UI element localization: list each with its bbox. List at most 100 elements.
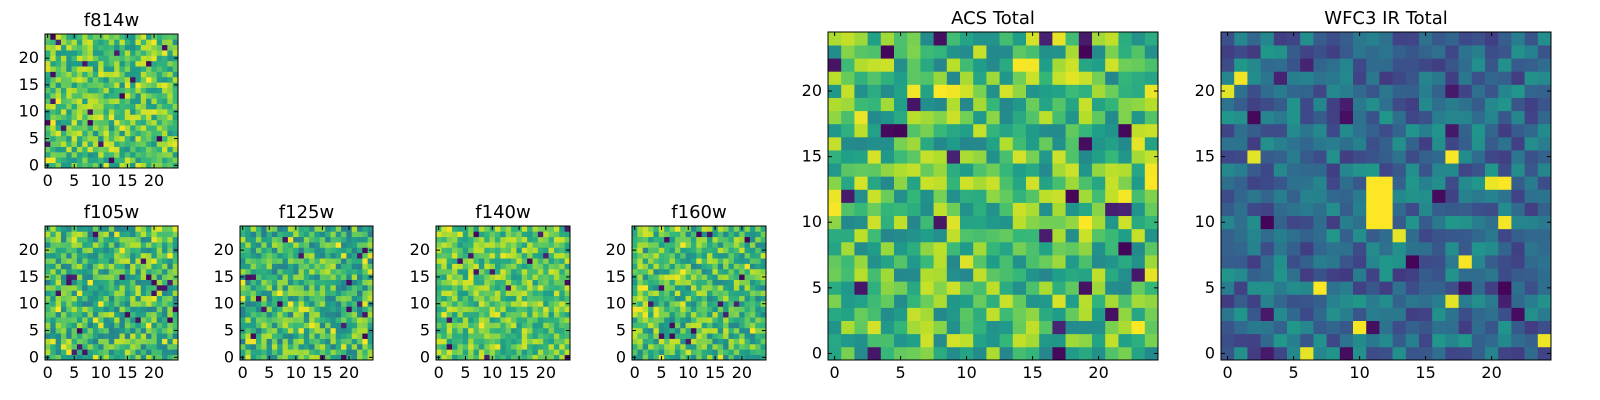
heatmap-cell bbox=[674, 268, 681, 275]
heatmap-cell bbox=[1419, 123, 1433, 138]
heatmap-cell bbox=[696, 295, 703, 302]
heatmap-cell bbox=[162, 311, 168, 318]
heatmap-cell bbox=[60, 279, 67, 286]
heatmap-cell bbox=[76, 162, 83, 169]
heatmap-cell bbox=[701, 274, 708, 280]
heatmap-cell bbox=[271, 295, 278, 302]
heatmap-cell bbox=[867, 71, 882, 85]
heatmap-cell bbox=[250, 274, 257, 280]
heatmap-cell bbox=[701, 268, 708, 275]
x-tick-label: 15 bbox=[1415, 363, 1435, 382]
heatmap-cell bbox=[489, 311, 496, 318]
heatmap-cell bbox=[151, 322, 158, 329]
heatmap-cell bbox=[50, 98, 56, 105]
heatmap-cell bbox=[553, 311, 560, 318]
y-tick-label: 5 bbox=[224, 321, 234, 340]
heatmap-cell bbox=[537, 226, 544, 232]
heatmap-cell bbox=[103, 114, 110, 121]
heatmap-cell bbox=[167, 66, 174, 72]
heatmap-cell bbox=[167, 258, 174, 264]
heatmap-cell bbox=[119, 130, 126, 137]
heatmap-cell bbox=[1471, 150, 1486, 164]
heatmap-cell bbox=[717, 290, 724, 297]
heatmap-cell bbox=[1131, 202, 1146, 217]
heatmap-cell bbox=[66, 290, 72, 297]
heatmap-cell bbox=[298, 301, 305, 307]
heatmap-cell bbox=[1234, 228, 1248, 243]
heatmap-cell bbox=[140, 236, 147, 243]
heatmap-cell bbox=[867, 281, 882, 295]
heatmap-cell bbox=[130, 295, 136, 302]
heatmap-cell bbox=[733, 226, 740, 232]
heatmap-cell bbox=[1524, 215, 1539, 230]
heatmap-cell bbox=[156, 274, 163, 280]
axes-frame bbox=[44, 33, 179, 169]
heatmap-cell bbox=[986, 294, 1000, 308]
heatmap-cell bbox=[1078, 136, 1093, 151]
heatmap-cell bbox=[130, 301, 136, 307]
heatmap-cell bbox=[103, 236, 110, 243]
heatmap-cell bbox=[1511, 176, 1525, 190]
heatmap-cell bbox=[60, 146, 67, 153]
heatmap-cell bbox=[45, 252, 51, 259]
heatmap-cell bbox=[1105, 215, 1119, 230]
heatmap-cell bbox=[1247, 294, 1261, 308]
heatmap-cell bbox=[362, 263, 369, 270]
heatmap-cell bbox=[986, 255, 1000, 269]
heatmap-cell bbox=[325, 327, 331, 334]
heatmap-cell bbox=[489, 349, 496, 355]
heatmap-cell bbox=[653, 290, 660, 297]
heatmap-cell bbox=[744, 354, 751, 361]
heatmap-cell bbox=[658, 284, 665, 291]
heatmap-cell bbox=[114, 242, 120, 248]
heatmap-cell bbox=[108, 119, 115, 126]
heatmap-cell bbox=[55, 274, 62, 280]
heatmap-cell bbox=[1287, 150, 1301, 164]
heatmap-cell bbox=[1405, 189, 1420, 203]
heatmap-cell bbox=[151, 290, 158, 297]
heatmap-cell bbox=[707, 236, 713, 243]
heatmap-cell bbox=[1445, 110, 1459, 125]
heatmap-cell bbox=[494, 236, 501, 243]
heatmap-cell bbox=[293, 231, 299, 238]
heatmap-cell bbox=[1498, 268, 1512, 282]
heatmap-cell bbox=[250, 247, 257, 254]
heatmap-cell bbox=[500, 311, 507, 318]
heatmap-cell bbox=[973, 255, 987, 269]
heatmap-cell bbox=[271, 343, 278, 350]
heatmap-cell bbox=[298, 306, 305, 313]
heatmap-cell bbox=[1524, 58, 1539, 72]
heatmap-cell bbox=[457, 231, 464, 238]
heatmap-cell bbox=[114, 263, 120, 270]
heatmap-cell bbox=[261, 258, 267, 264]
heatmap-cell bbox=[1366, 32, 1380, 46]
heatmap-cell bbox=[717, 268, 724, 275]
heatmap-cell bbox=[87, 295, 94, 302]
heatmap-cell bbox=[277, 290, 283, 297]
heatmap-cell bbox=[130, 242, 136, 248]
heatmap-cell bbox=[282, 333, 289, 339]
heatmap-cell bbox=[894, 97, 908, 112]
heatmap-cell bbox=[1221, 45, 1235, 59]
heatmap-cell bbox=[325, 354, 331, 361]
heatmap-cell bbox=[653, 268, 660, 275]
heatmap-cell bbox=[351, 252, 358, 259]
heatmap-cell bbox=[632, 349, 638, 355]
heatmap-cell bbox=[1511, 71, 1525, 85]
heatmap-cell bbox=[341, 349, 347, 355]
heatmap-cell bbox=[1234, 71, 1248, 85]
heatmap-cell bbox=[335, 306, 342, 313]
heatmap-cell bbox=[60, 98, 67, 105]
heatmap-cell bbox=[146, 322, 152, 329]
heatmap-cell bbox=[66, 76, 72, 83]
heatmap-cell bbox=[973, 281, 987, 295]
heatmap-cell bbox=[1379, 45, 1393, 59]
heatmap-cell bbox=[156, 301, 163, 307]
heatmap-cell bbox=[1485, 123, 1499, 138]
heatmap-cell bbox=[140, 55, 147, 62]
heatmap-cell bbox=[867, 84, 882, 98]
heatmap-cell bbox=[717, 231, 724, 238]
heatmap-cell bbox=[167, 50, 174, 56]
heatmap-cell bbox=[1537, 320, 1552, 335]
heatmap-cell bbox=[124, 55, 131, 62]
